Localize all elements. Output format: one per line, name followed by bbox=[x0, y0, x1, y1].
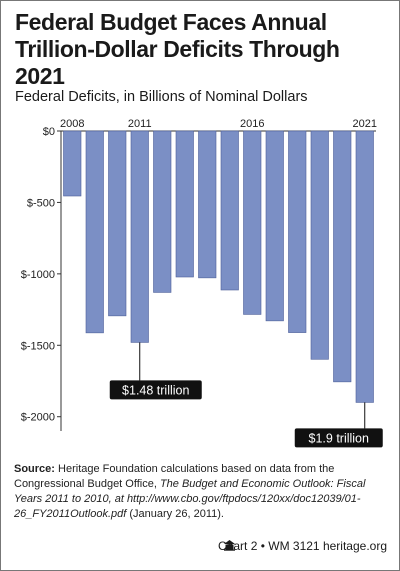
bar-2020 bbox=[333, 130, 352, 383]
title-line-1: Federal Budget Faces Annual bbox=[15, 9, 327, 35]
bar-chart: $0 $-500 $-1000 $-1500 $-2000 2008 2011 2016 202… bbox=[21, 118, 383, 448]
chart-title: Federal Budget Faces Annual Trillion-Dol… bbox=[15, 9, 390, 90]
source-publication: The Budget and Economic Outlook: Fiscal … bbox=[14, 478, 366, 520]
bar-2009 bbox=[85, 130, 104, 334]
annotation-label: $1.48 trillion bbox=[122, 383, 189, 397]
y-tick-label: $-2000 bbox=[21, 412, 55, 424]
bar-2008 bbox=[63, 130, 82, 197]
chart-subtitle: Federal Deficits, in Billions of Nominal… bbox=[15, 89, 308, 105]
bar-2017 bbox=[265, 130, 284, 322]
bar-2016 bbox=[243, 130, 262, 315]
y-tick-label: $-500 bbox=[27, 197, 55, 209]
bar-2011 bbox=[130, 130, 149, 343]
x-tick-label: 2008 bbox=[60, 118, 84, 130]
annotation-box bbox=[294, 428, 383, 448]
bar-2021 bbox=[355, 130, 374, 403]
source-label: Source: bbox=[14, 463, 55, 475]
source-note: Source: Heritage Foundation calculations… bbox=[14, 462, 390, 522]
y-tick-label: $0 bbox=[43, 126, 55, 138]
bar-2010 bbox=[108, 130, 127, 317]
title-line-2: Trillion-Dollar Deficits Through 2021 bbox=[15, 36, 340, 89]
x-tick-label: 2011 bbox=[128, 118, 152, 130]
bar-2014 bbox=[198, 130, 217, 279]
x-tick-label: 2021 bbox=[353, 118, 377, 130]
y-tick-label: $-1000 bbox=[21, 269, 55, 281]
chart-id: Chart 2 • WM 3121 bbox=[218, 539, 320, 553]
bar-2012 bbox=[153, 130, 172, 293]
x-tick-label: 2016 bbox=[240, 118, 264, 130]
annotation-label: $1.9 trillion bbox=[309, 431, 369, 445]
bar-2018 bbox=[288, 130, 307, 333]
heritage-house-icon bbox=[224, 540, 236, 551]
annotation-box bbox=[109, 380, 202, 400]
site-link[interactable]: heritage.org bbox=[322, 539, 387, 553]
bar-2019 bbox=[310, 130, 329, 360]
chart-footer: Chart 2 • WM 3121 heritage.org bbox=[218, 539, 387, 553]
y-tick-label: $-1500 bbox=[21, 340, 55, 352]
bar-2015 bbox=[220, 130, 239, 291]
source-date: (January 26, 2011). bbox=[126, 508, 224, 520]
bar-2013 bbox=[175, 130, 194, 278]
source-text: Heritage Foundation calculations based o… bbox=[14, 463, 335, 490]
